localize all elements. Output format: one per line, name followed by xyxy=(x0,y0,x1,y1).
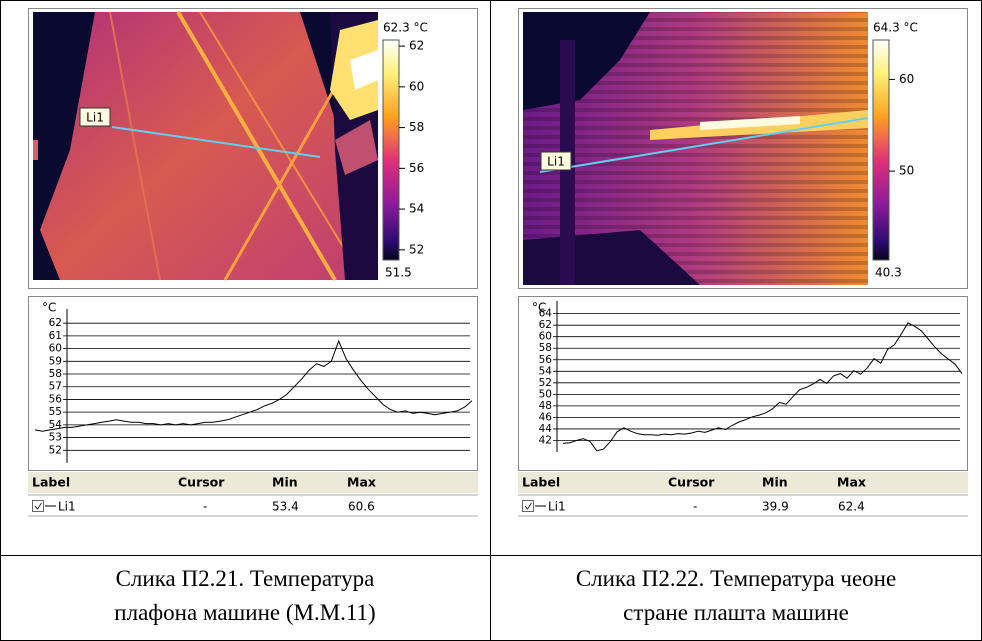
scale-tick-label: 56 xyxy=(409,161,424,175)
column-header: Label xyxy=(32,475,70,490)
checkbox[interactable] xyxy=(522,500,534,512)
chart-frame xyxy=(28,296,478,471)
table-header xyxy=(518,472,968,493)
checkbox[interactable] xyxy=(32,500,44,512)
unit-label: °C xyxy=(42,301,56,315)
scale-tick-label: 60 xyxy=(899,72,914,86)
table-cell: 60.6 xyxy=(348,500,375,514)
table-header xyxy=(28,472,478,493)
y-tick-label: 57 xyxy=(49,381,62,393)
y-tick-label: 58 xyxy=(539,342,552,354)
y-tick-label: 60 xyxy=(539,331,552,343)
measure-line xyxy=(111,126,321,158)
column-header: Min xyxy=(762,475,788,490)
measure-line xyxy=(539,117,869,173)
y-tick-label: 59 xyxy=(49,355,62,367)
thermal-image xyxy=(523,12,868,285)
table-cell: 62.4 xyxy=(838,500,865,514)
line-tag xyxy=(79,107,111,127)
y-tick-label: 52 xyxy=(49,444,62,456)
caption: Слика П2.22. Температура чеоне стране пл… xyxy=(575,566,897,625)
scale-tick-label: 52 xyxy=(409,242,424,256)
scale-tick-label: 54 xyxy=(409,202,424,216)
checkmark xyxy=(524,502,532,510)
chart-frame xyxy=(518,296,968,471)
y-tick-label: 56 xyxy=(539,354,553,366)
checkmark xyxy=(34,502,42,510)
thermal-image xyxy=(33,10,378,282)
y-tick-label: 58 xyxy=(49,368,62,380)
image-frame xyxy=(518,8,968,289)
column-header: Label xyxy=(522,475,560,490)
y-tick-label: 42 xyxy=(539,434,552,446)
line-label: Li1 xyxy=(547,155,565,169)
y-tick-label: 54 xyxy=(49,419,63,431)
column-header: Max xyxy=(347,475,376,490)
scale-max: 64.3 °C xyxy=(873,21,918,35)
y-tick-label: 64 xyxy=(539,308,553,320)
image-frame xyxy=(28,8,478,289)
y-tick-label: 55 xyxy=(49,406,62,418)
scale-tick-label: 60 xyxy=(409,79,424,93)
profile-line xyxy=(34,339,473,432)
table-cell: - xyxy=(203,500,207,514)
y-tick-label: 62 xyxy=(49,317,62,329)
y-tick-label: 60 xyxy=(49,343,62,355)
y-tick-label: 52 xyxy=(539,377,552,389)
scale-tick-label: 58 xyxy=(409,120,424,134)
line-tag xyxy=(540,151,572,171)
column-header: Cursor xyxy=(178,475,225,490)
scale-min: 40.3 xyxy=(875,266,902,280)
table-cell: 39.9 xyxy=(762,500,789,514)
column-header: Cursor xyxy=(668,475,715,490)
y-tick-label: 44 xyxy=(539,423,553,435)
y-tick-label: 53 xyxy=(49,432,62,444)
y-tick-label: 62 xyxy=(539,319,552,331)
table-cell: Li1 xyxy=(548,500,566,514)
table-cell: 53.4 xyxy=(272,500,299,514)
scale-tick-label: 62 xyxy=(409,39,424,53)
colorbar xyxy=(872,39,890,261)
y-tick-label: 61 xyxy=(49,330,62,342)
y-tick-label: 46 xyxy=(539,411,553,423)
caption: Слика П2.21. Температура плафона машине … xyxy=(114,566,376,625)
scale-min: 51.5 xyxy=(385,266,412,280)
column-header: Min xyxy=(272,475,298,490)
scale-tick-label: 50 xyxy=(899,164,914,178)
y-tick-label: 48 xyxy=(539,400,552,412)
table-cell: - xyxy=(693,500,697,514)
line-label: Li1 xyxy=(86,111,104,125)
y-tick-label: 50 xyxy=(539,388,552,400)
profile-line xyxy=(562,322,963,452)
column-header: Max xyxy=(837,475,866,490)
y-tick-label: 56 xyxy=(49,393,63,405)
y-tick-label: 54 xyxy=(539,365,553,377)
table-cell: Li1 xyxy=(58,500,76,514)
scale-max: 62.3 °C xyxy=(383,21,428,35)
unit-label: °C xyxy=(532,301,546,315)
colorbar xyxy=(382,39,400,261)
